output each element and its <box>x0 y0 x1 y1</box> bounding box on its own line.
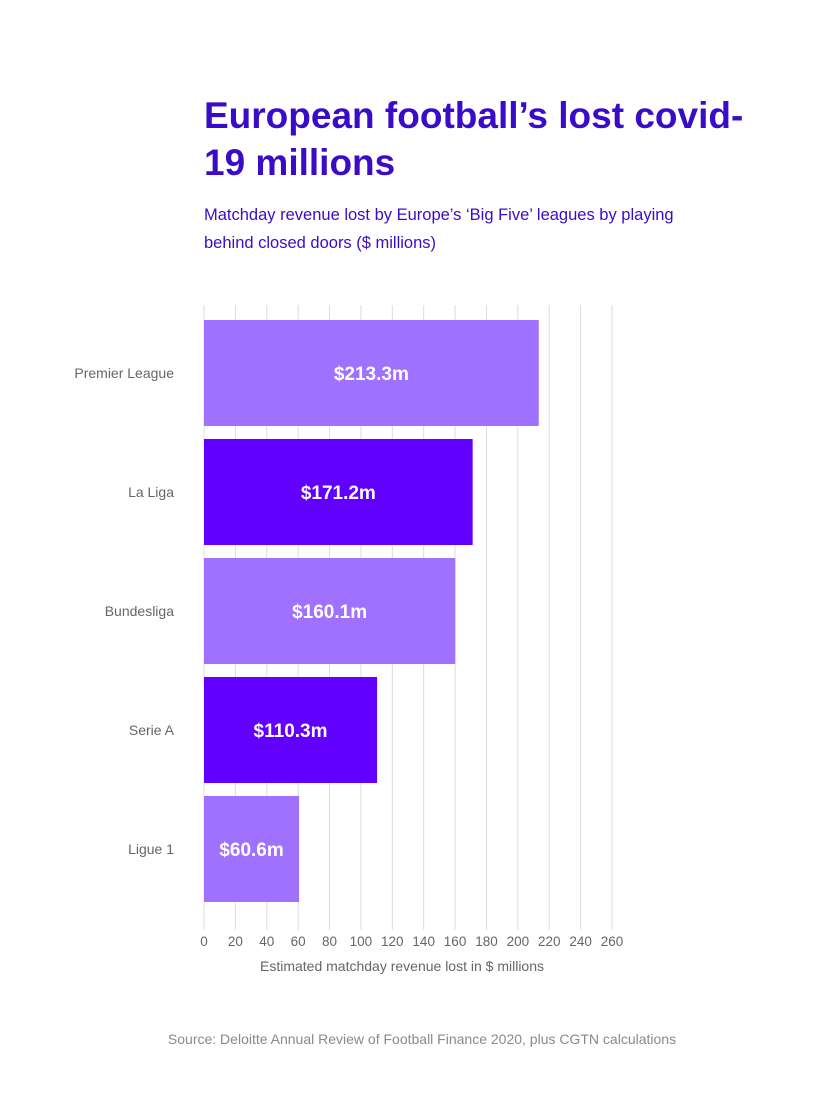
category-label: Serie A <box>129 722 175 738</box>
x-tick-label: 40 <box>259 934 274 949</box>
x-tick-label: 100 <box>350 934 373 949</box>
category-label: Bundesliga <box>105 603 174 619</box>
bar <box>204 558 456 664</box>
bar-chart: $213.3m Premier League $171.2m La Liga $160.… <box>74 305 623 974</box>
x-tick-label: 0 <box>200 934 208 949</box>
x-tick-label: 20 <box>228 934 243 949</box>
chart-subtitle: Matchday revenue lost by Europe’s ‘Big F… <box>204 206 674 252</box>
bar <box>204 677 378 783</box>
bar <box>204 320 539 426</box>
bars: $213.3m Premier League $171.2m La Liga $160.… <box>74 320 539 902</box>
x-tick-label: 160 <box>444 934 467 949</box>
x-tick-label: 140 <box>412 934 435 949</box>
bar <box>204 439 473 545</box>
bar-value-label: $213.3m <box>334 364 409 385</box>
x-axis-label: Estimated matchday revenue lost in $ mil… <box>260 958 544 974</box>
x-tick-label: 260 <box>601 934 624 949</box>
bar-value-label: $160.1m <box>292 602 367 623</box>
source-note: Source: Deloitte Annual Review of Footba… <box>167 1031 677 1047</box>
x-tick-label: 60 <box>291 934 306 949</box>
x-tick-label: 200 <box>507 934 530 949</box>
bar-value-label: $171.2m <box>301 483 376 504</box>
category-label: Premier League <box>74 365 174 381</box>
x-tick-labels: 0 20 40 60 80 100 120 140 160 180 200 220 240 260 <box>200 934 623 949</box>
x-tick-label: 220 <box>538 934 561 949</box>
x-tick-label: 240 <box>569 934 592 949</box>
chart-title: European football’s lost covid-19 millio… <box>204 95 744 183</box>
x-tick-label: 180 <box>475 934 498 949</box>
x-tick-label: 80 <box>322 934 337 949</box>
category-label: Ligue 1 <box>128 841 174 857</box>
category-label: La Liga <box>128 484 174 500</box>
bar <box>204 796 300 902</box>
bar-value-label: $110.3m <box>254 721 328 742</box>
bar-value-label: $60.6m <box>219 840 283 861</box>
x-tick-label: 120 <box>381 934 404 949</box>
